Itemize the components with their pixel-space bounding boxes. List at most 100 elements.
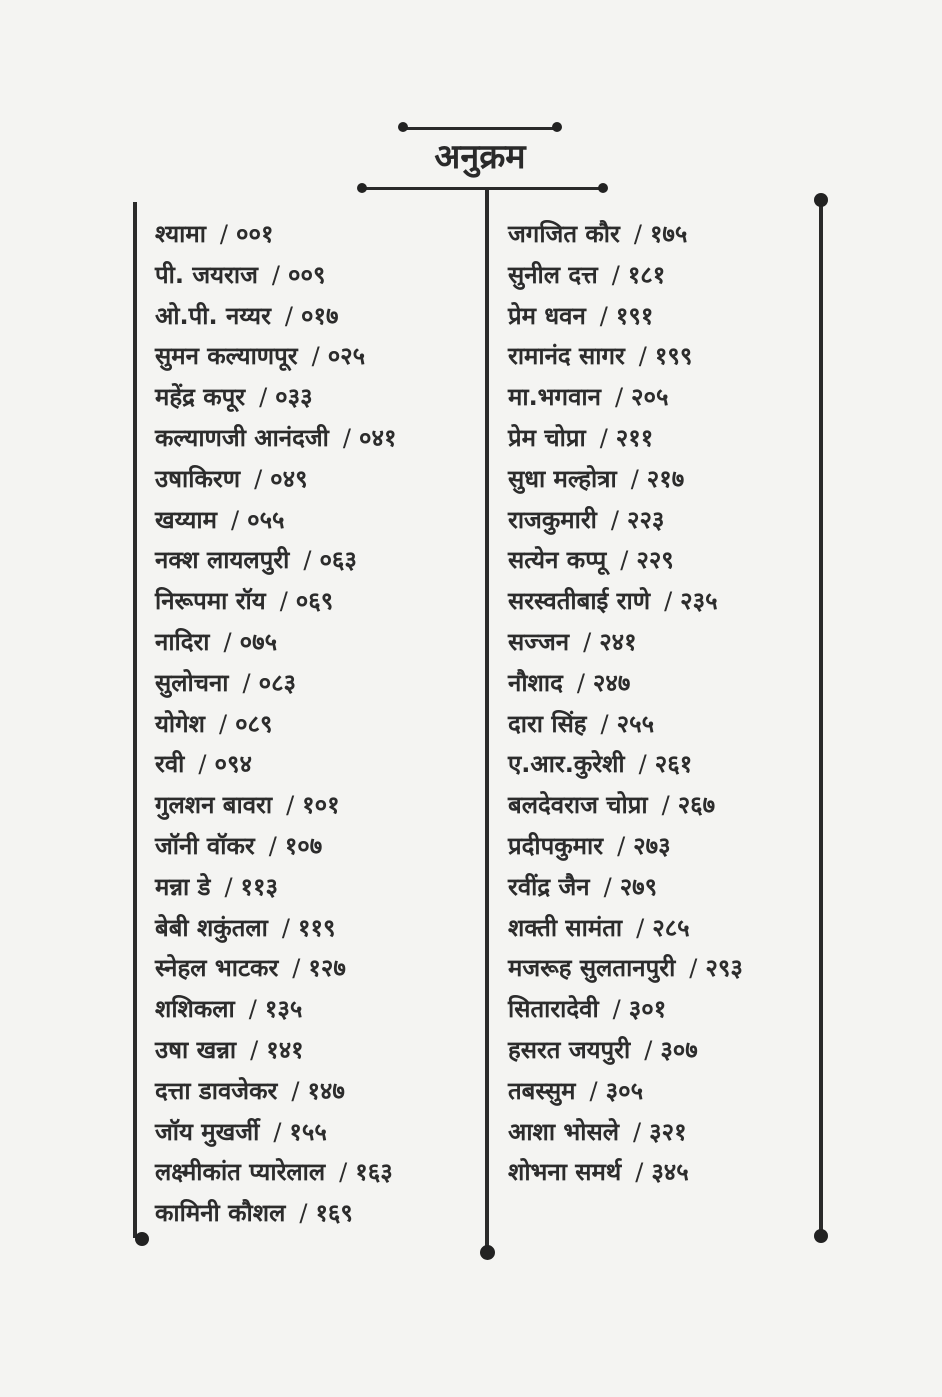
entry-name: सरस्वतीबाई राणे <box>508 587 651 616</box>
toc-entry: रवी /०९४ <box>155 744 396 785</box>
entry-name: पी. जयराज <box>155 260 258 289</box>
entry-page-number: ३२१ <box>649 1117 687 1146</box>
entry-name: सत्येन कप्पू <box>508 546 607 575</box>
entry-separator: / <box>224 872 233 901</box>
entry-separator: / <box>633 220 642 248</box>
toc-entry: शक्ती सामंता /२८५ <box>508 908 743 949</box>
toc-entry: नक्श लायलपुरी /०६३ <box>155 540 396 581</box>
entry-name: सुमन कल्याणपूर <box>155 342 298 371</box>
entry-name: सुधा मल्होत्रा <box>508 464 617 493</box>
entry-page-number: १०१ <box>302 791 340 820</box>
entry-name: कल्याणजी आनंदजी <box>155 423 329 452</box>
entry-name: नौशाद <box>508 668 563 697</box>
entry-name: कामिनी कौशल <box>155 1199 286 1228</box>
toc-entry: रामानंद सागर /१९९ <box>508 336 743 377</box>
entry-page-number: १०७ <box>284 831 323 860</box>
toc-entry: हसरत जयपुरी /३०७ <box>508 1030 743 1071</box>
entry-page-number: १९१ <box>615 301 654 330</box>
entry-separator: / <box>254 464 263 493</box>
entry-separator: / <box>299 1199 308 1228</box>
entry-name: उषाकिरण <box>155 464 241 493</box>
entry-separator: / <box>630 464 639 493</box>
entry-separator: / <box>664 587 673 616</box>
title-rule-top <box>404 127 556 130</box>
entry-name: आशा भोसले <box>508 1117 620 1146</box>
entry-page-number: १५५ <box>289 1117 327 1146</box>
entry-page-number: ११३ <box>240 872 278 901</box>
rule-dot <box>480 1245 495 1260</box>
entry-name: नादिरा <box>155 627 210 656</box>
entry-separator: / <box>248 995 257 1024</box>
entry-page-number: १४१ <box>266 1035 304 1064</box>
entry-separator: / <box>342 423 351 452</box>
toc-entry: दत्ता डावजेकर /१४७ <box>155 1071 396 1112</box>
entry-separator: / <box>218 709 228 738</box>
entry-name: प्रदीपकुमार <box>508 831 604 860</box>
entry-page-number: ००९ <box>287 260 326 289</box>
entry-page-number: १७५ <box>649 220 688 248</box>
toc-entry: जॉय मुखर्जी /१५५ <box>155 1112 396 1153</box>
entry-separator: / <box>633 1117 642 1146</box>
toc-entry: प्रेम धवन /१९१ <box>508 296 743 337</box>
entry-separator: / <box>583 627 592 656</box>
toc-entry: ओ.पी. नय्यर /०१७ <box>155 296 396 337</box>
rule-dot <box>598 183 608 193</box>
entry-separator: / <box>612 995 621 1024</box>
rule-dot <box>814 193 828 207</box>
toc-entry: निरूपमा रॉय /०६९ <box>155 581 396 622</box>
entry-page-number: ०७५ <box>239 627 278 656</box>
toc-entry: खय्याम /०५५ <box>155 500 396 541</box>
entry-separator: / <box>268 831 277 860</box>
entry-page-number: २६७ <box>677 791 716 820</box>
toc-entry: राजकुमारी /२२३ <box>508 500 743 541</box>
toc-entry: सुमन कल्याणपूर /०२५ <box>155 336 396 377</box>
entry-separator: / <box>576 668 585 697</box>
entry-separator: / <box>638 342 647 371</box>
left-border-line <box>133 202 137 1238</box>
entry-page-number: २७९ <box>619 872 658 901</box>
rule-dot <box>357 183 367 193</box>
toc-entry: गुलशन बावरा /१०१ <box>155 785 396 826</box>
entry-separator: / <box>273 1117 282 1146</box>
entry-page-number: ०१७ <box>301 301 339 330</box>
entry-page-number: ०६३ <box>319 546 357 575</box>
toc-entry: श्यामा / ००१ <box>155 214 396 255</box>
entry-page-number: ०८३ <box>258 668 297 697</box>
entry-separator: / <box>223 627 232 656</box>
toc-entry: मा.भगवान /२०५ <box>508 377 743 418</box>
entry-separator: / <box>286 791 295 820</box>
toc-entry: नौशाद /२४७ <box>508 663 743 704</box>
toc-entry: तबस्सुम /३०५ <box>508 1071 743 1112</box>
toc-entry: जगजित कौर /१७५ <box>508 214 743 255</box>
entry-page-number: २६१ <box>654 750 693 779</box>
entry-separator: / <box>589 1076 598 1105</box>
page-title: अनुक्रम <box>434 137 526 177</box>
toc-entry: मन्ना डे /११३ <box>155 867 396 908</box>
toc-entry: सुधा मल्होत्रा /२१७ <box>508 459 743 500</box>
toc-entry: उषा खन्ना /१४१ <box>155 1030 396 1071</box>
entry-name: जॉनी वॉकर <box>155 831 255 860</box>
entry-page-number: ०४१ <box>358 423 397 452</box>
rule-dot <box>814 1229 828 1243</box>
toc-entry: सुनील दत्त /१८१ <box>508 255 743 296</box>
entry-name: जगजित कौर <box>508 220 620 248</box>
entry-name: मा.भगवान <box>508 383 601 412</box>
entry-separator: / <box>599 301 608 330</box>
toc-entry: ए.आर.कुरेशी /२६१ <box>508 744 743 785</box>
entry-separator: / <box>198 750 207 779</box>
entry-separator: / <box>635 1158 644 1187</box>
entry-name: बलदेवराज चोप्रा <box>508 791 648 820</box>
toc-entry: योगेश /०८९ <box>155 704 396 745</box>
toc-entry: पी. जयराज /००९ <box>155 255 396 296</box>
toc-entry: रवींद्र जैन /२७९ <box>508 867 743 908</box>
entry-page-number: १२७ <box>308 954 346 983</box>
toc-entry: शोभना समर्थ /३४५ <box>508 1152 743 1193</box>
entry-separator: / <box>611 260 620 289</box>
toc-entry: सितारादेवी /३०१ <box>508 989 743 1030</box>
entry-page-number: २५५ <box>616 709 655 738</box>
title-rule-bottom <box>364 187 604 190</box>
entry-page-number: २४१ <box>599 627 637 656</box>
entry-separator: / <box>311 342 320 371</box>
entry-page-number: ३०५ <box>605 1076 644 1105</box>
center-divider-line <box>485 190 489 1252</box>
